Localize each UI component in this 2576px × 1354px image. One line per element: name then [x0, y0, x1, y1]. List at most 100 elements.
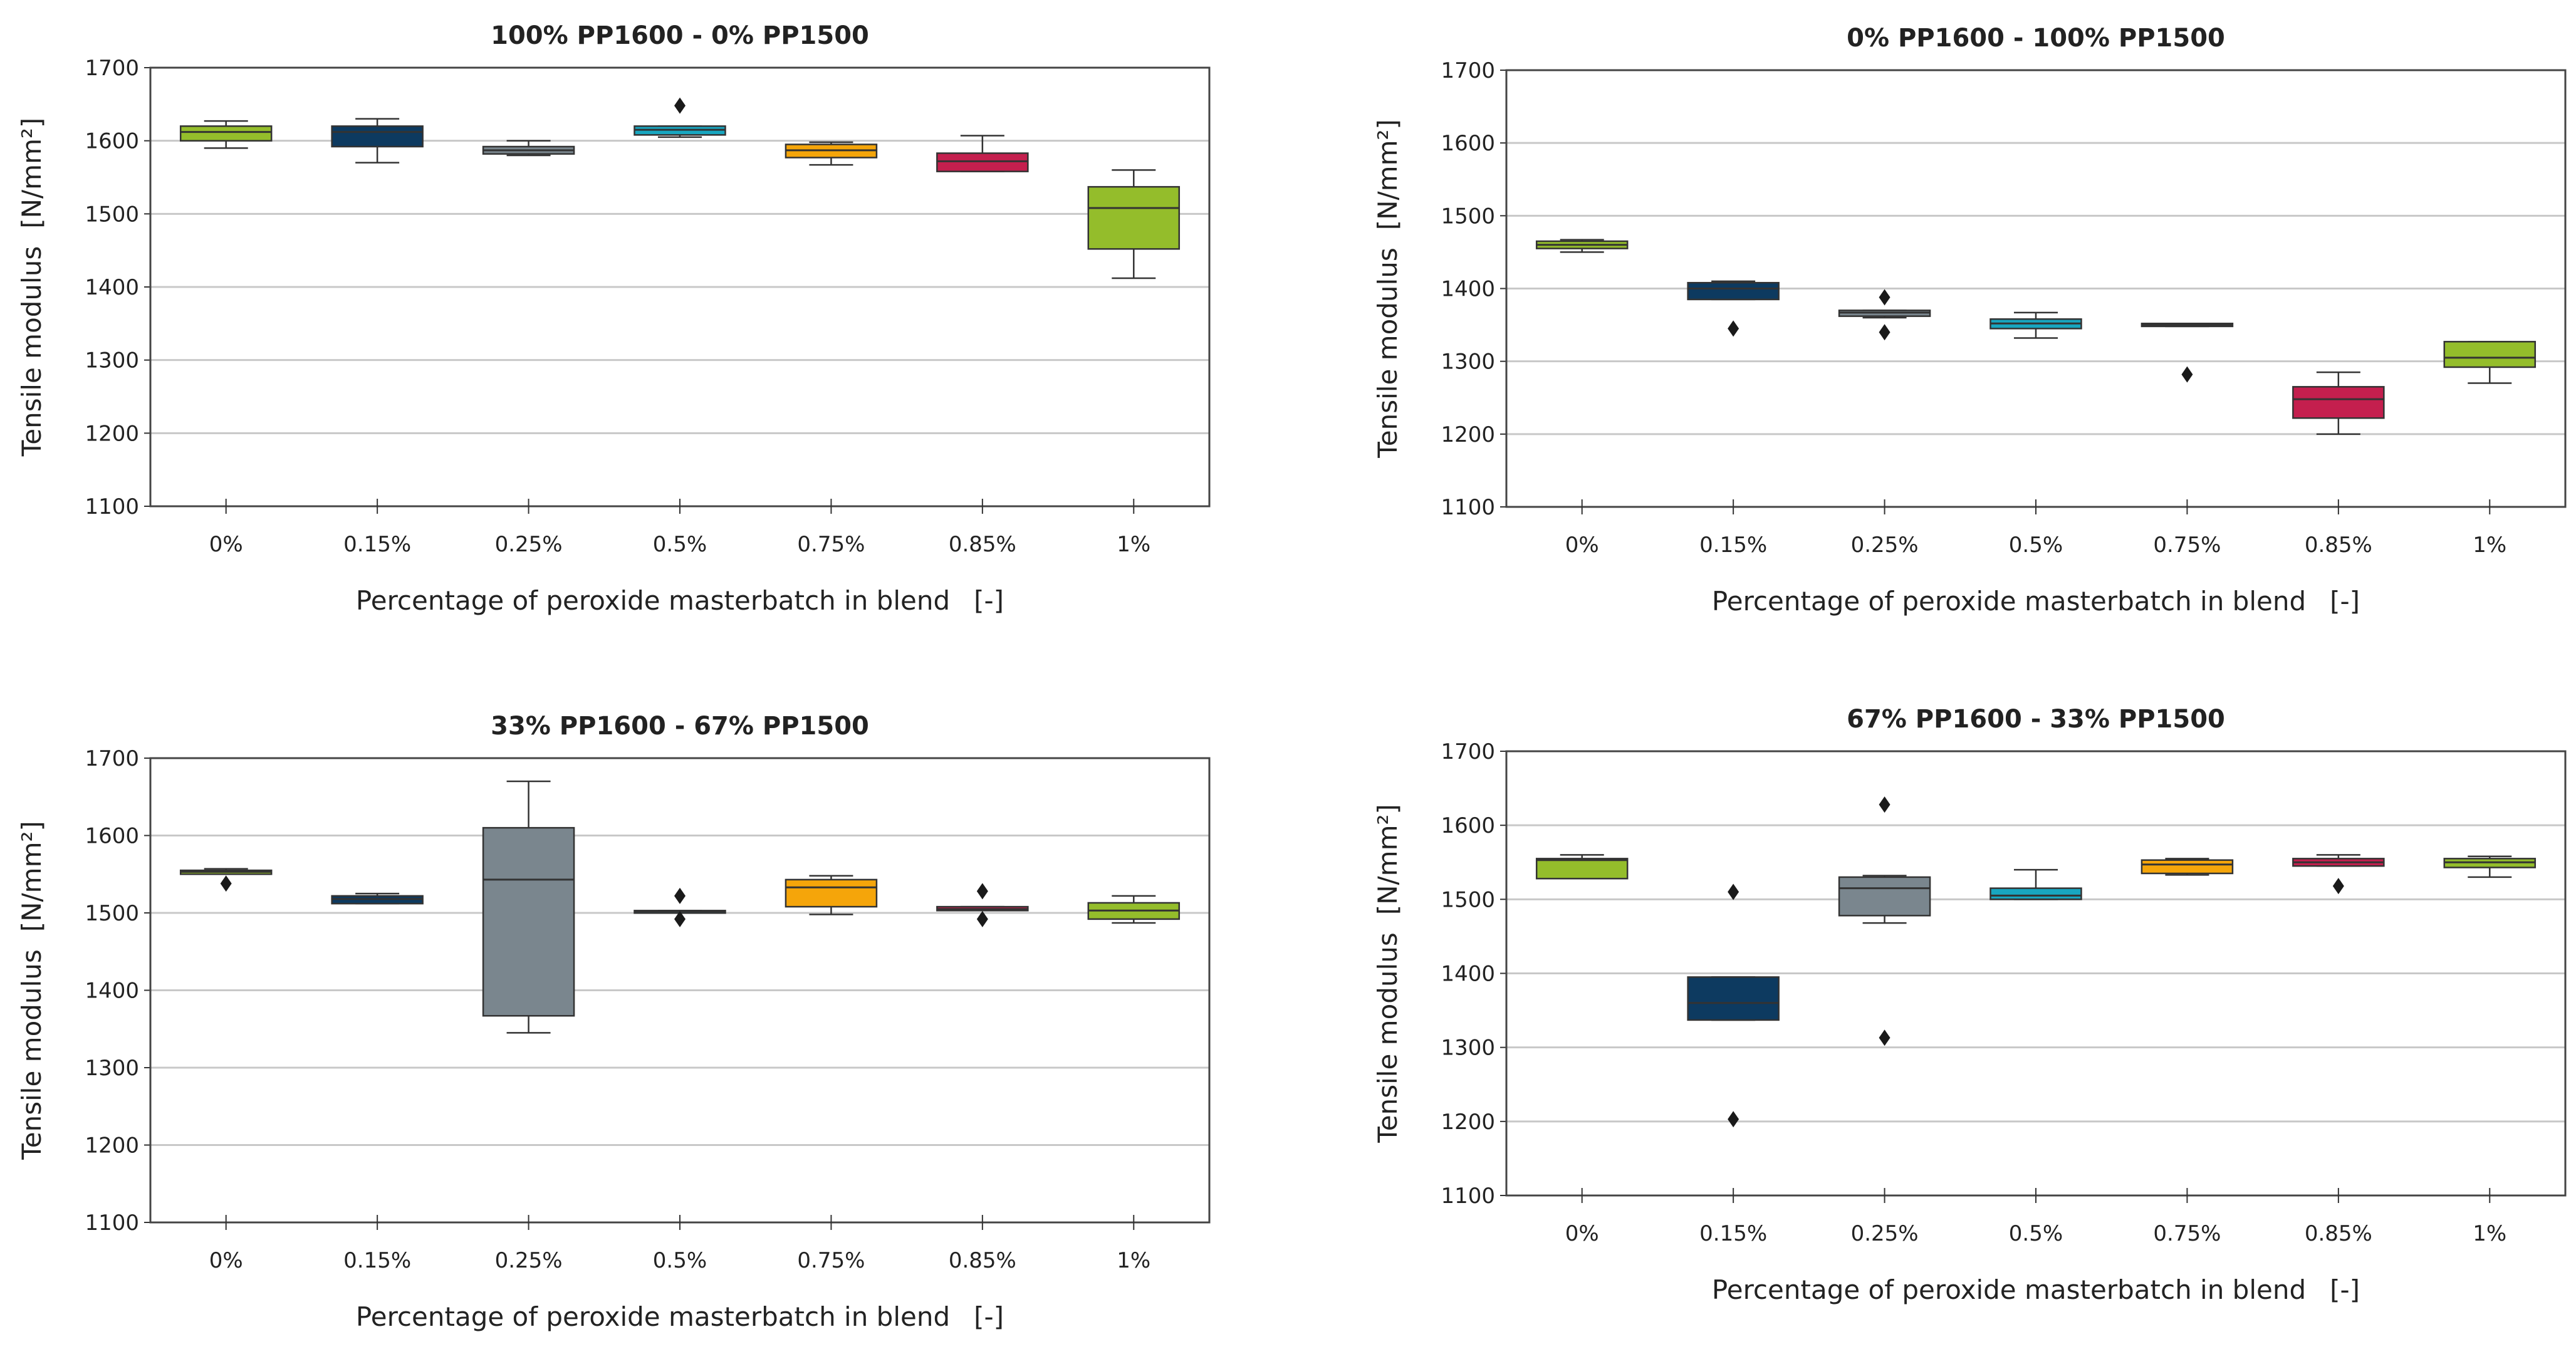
box-0.5% [1989, 868, 2082, 900]
box-0.75% [2141, 323, 2234, 383]
y-tick-label: 1500 [85, 202, 139, 227]
y-axis-label-text: Tensile modulus [1372, 247, 1403, 458]
x-tick-label: 0.75% [2153, 533, 2221, 558]
y-tick-label: 1700 [1441, 58, 1495, 83]
x-tick-label: 0.25% [1851, 533, 1919, 558]
box-iqr [1535, 858, 1629, 880]
outlier-point [2332, 878, 2344, 895]
box-0.5% [1989, 311, 2082, 339]
y-tick-label: 1600 [1441, 131, 1495, 156]
x-tick-label: 0.85% [949, 1248, 1016, 1273]
outlier-point [674, 910, 686, 927]
box-0.25% [1838, 796, 1931, 1046]
x-tick-label: 1% [1117, 532, 1150, 557]
box-0% [179, 120, 273, 149]
y-tick-label: 1100 [1441, 495, 1495, 520]
x-tick-label: 0.5% [653, 1248, 707, 1273]
box-0% [1535, 239, 1629, 253]
y-tick-label: 1500 [85, 901, 139, 926]
box-iqr [2443, 341, 2537, 368]
y-axis-label-unit: [N/mm²] [1372, 119, 1403, 230]
box-iqr [1687, 976, 1780, 1021]
y-tick-label: 1200 [85, 421, 139, 446]
outlier-point [976, 883, 988, 900]
x-axis-label-unit: [-] [2330, 586, 2360, 617]
chart-panel-2: 0% PP1600 - 100% PP1500 1100 1200 1300 1400 1… [1372, 24, 2567, 617]
box-iqr [2292, 386, 2385, 419]
chart-title: 67% PP1600 - 33% PP1500 [1847, 705, 2225, 734]
y-tick-label: 1600 [85, 824, 139, 849]
y-axis-label-unit: [N/mm²] [16, 821, 47, 932]
box-1% [2443, 855, 2537, 878]
x-tick-label: 0% [1565, 1221, 1599, 1246]
box-iqr [179, 125, 273, 142]
y-axis-label-text: Tensile modulus [16, 949, 47, 1160]
x-tick-label: 1% [2473, 533, 2506, 558]
box-iqr [1838, 876, 1931, 917]
x-tick-label: 0.5% [2009, 533, 2063, 558]
y-tick-label: 1100 [85, 1211, 139, 1236]
y-axis-label-text: Tensile modulus [16, 246, 47, 457]
x-tick-label: 0.85% [949, 532, 1016, 557]
x-tick-label: 0.75% [2153, 1221, 2221, 1246]
outlier-point [2181, 366, 2193, 383]
x-tick-label: 0.85% [2305, 1221, 2372, 1246]
x-axis-label-unit: [-] [2330, 1274, 2360, 1305]
x-tick-label: 0.15% [343, 532, 411, 557]
box-0.85% [2292, 854, 2385, 895]
y-tick-label: 1300 [1441, 350, 1495, 375]
chart-title: 33% PP1600 - 67% PP1500 [491, 712, 869, 741]
outlier-point [1728, 320, 1739, 337]
x-axis-label-text: Percentage of peroxide masterbatch in bl… [1712, 1274, 2306, 1305]
y-axis-label-text: Tensile modulus [1372, 932, 1403, 1143]
chart-panel-4: 67% PP1600 - 33% PP1500 1100 1200 1300 1400 1… [1372, 705, 2567, 1305]
box-0.85% [2292, 371, 2385, 435]
chart-panel-3: 33% PP1600 - 67% PP1500 1100 1200 1300 1400 1… [16, 712, 1211, 1332]
chart-panel-1: 100% PP1600 - 0% PP1500 1100 1200 1300 1400 1… [16, 21, 1211, 616]
y-tick-label: 1500 [1441, 887, 1495, 912]
x-tick-label: 0.15% [1699, 1221, 1767, 1246]
outlier-point [220, 875, 232, 892]
box-iqr [1087, 185, 1181, 250]
outlier-point [1879, 289, 1890, 306]
box-0.25% [1838, 289, 1931, 341]
x-tick-label: 0.25% [1851, 1221, 1919, 1246]
y-tick-label: 1200 [1441, 1110, 1495, 1135]
box-0% [179, 868, 273, 892]
y-axis-label-unit: [N/mm²] [16, 118, 47, 229]
y-tick-label: 1300 [85, 348, 139, 373]
box-0% [1535, 854, 1629, 880]
y-tick-label: 1300 [1441, 1036, 1495, 1061]
outlier-point [1879, 796, 1890, 813]
box-0.15% [331, 892, 424, 905]
box-0.15% [331, 118, 424, 164]
y-tick-label: 1500 [1441, 204, 1495, 229]
box-1% [1087, 169, 1181, 279]
x-axis-label-unit: [-] [974, 585, 1004, 616]
box-iqr [936, 152, 1029, 172]
x-axis-label-text: Percentage of peroxide masterbatch in bl… [356, 585, 950, 616]
y-tick-label: 1600 [1441, 813, 1495, 838]
box-0.85% [936, 883, 1029, 927]
box-iqr [2141, 859, 2234, 875]
box-iqr [482, 826, 575, 1017]
box-0.15% [1687, 883, 1780, 1128]
box-iqr [1687, 281, 1780, 301]
x-tick-label: 1% [1117, 1248, 1150, 1273]
y-tick-label: 1300 [85, 1056, 139, 1081]
box-0.85% [936, 135, 1029, 172]
outlier-point [1879, 324, 1890, 341]
box-1% [1087, 895, 1181, 924]
x-axis-label: Percentage of peroxide masterbatch in bl… [1712, 1274, 2360, 1305]
y-tick-label: 1400 [1441, 277, 1495, 302]
x-tick-label: 0.5% [2009, 1221, 2063, 1246]
x-tick-label: 0% [1565, 533, 1599, 558]
x-tick-label: 0% [209, 532, 243, 557]
outlier-point [1879, 1029, 1890, 1046]
box-0.15% [1687, 280, 1780, 337]
x-tick-label: 1% [2473, 1221, 2506, 1246]
y-tick-label: 1400 [85, 979, 139, 1004]
y-axis-label: Tensile modulus [N/mm²] [1372, 119, 1403, 458]
outlier-point [1728, 883, 1739, 900]
